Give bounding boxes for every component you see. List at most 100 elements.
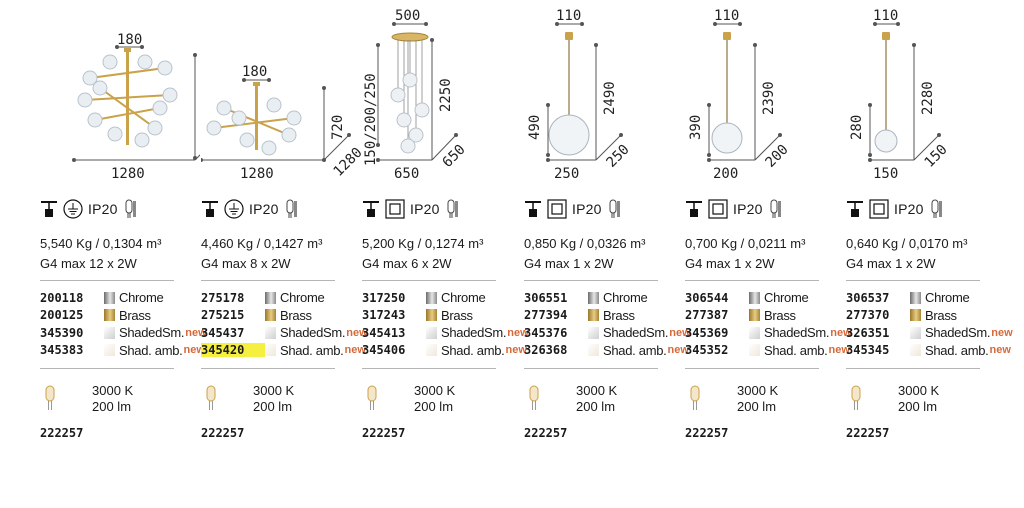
double-insulation-icon	[869, 199, 889, 219]
finish-name: Chrome	[925, 290, 970, 306]
finish-name: Brass	[764, 307, 796, 323]
product-column-2: 180 720 1280 1280 IP20 4,460 Kg / 0,1427…	[201, 0, 368, 508]
weight-volume: 0,850 Kg / 0,0326 m³	[524, 236, 646, 251]
ground-class-icon	[224, 199, 244, 219]
chrome-swatch	[910, 291, 921, 304]
dim-top: 110	[556, 8, 581, 24]
product-code: 326368	[524, 343, 568, 358]
color-temperature: 3000 K	[414, 383, 456, 398]
weight-volume: 0,700 Kg / 0,0211 m³	[685, 236, 806, 251]
finish-name: Brass	[925, 307, 957, 323]
ip-rating: IP20	[249, 201, 279, 217]
product-code: 275215	[201, 308, 245, 323]
variant-row: 345413 ShadedSm. new	[362, 324, 529, 342]
dim-height: 2490	[602, 81, 618, 115]
amber-swatch	[265, 344, 276, 357]
divider	[524, 280, 658, 281]
product-drawing-6: 110 280 2280 150 150	[849, 8, 951, 182]
weight-volume: 4,460 Kg / 0,1427 m³	[201, 236, 323, 251]
product-code: 275178	[201, 290, 245, 305]
finish-name: Shad. amb.	[441, 342, 505, 358]
ip-rating: IP20	[894, 201, 924, 217]
variant-row: 345420 Shad. amb. new	[201, 342, 368, 360]
bulb-code: 222257	[362, 426, 406, 440]
divider	[40, 368, 174, 369]
new-badge: new	[667, 344, 689, 357]
divider	[685, 368, 819, 369]
product-code: 345352	[685, 343, 729, 358]
g4-bulb-icon	[206, 385, 216, 410]
lamp-spec: 3000 K 200 lm	[414, 383, 455, 415]
divider	[201, 368, 335, 369]
dim-height: 2280	[920, 81, 936, 115]
variant-row: 345369 ShadedSm. new	[685, 324, 852, 342]
bulb-included-icon	[447, 199, 458, 218]
amber-swatch	[749, 344, 760, 357]
dim-width: 1280	[240, 166, 274, 182]
bulb-code: 222257	[846, 426, 890, 440]
dim-side: 390	[688, 115, 704, 140]
divider	[524, 368, 658, 369]
dim-height: 2390	[761, 81, 777, 115]
variant-row: 345437 ShadedSm. new	[201, 324, 368, 342]
product-code: 277394	[524, 308, 568, 323]
product-code: 345376	[524, 325, 568, 340]
bulb-included-icon	[125, 199, 136, 218]
double-insulation-icon	[385, 199, 405, 219]
finish-name: ShadedSm.	[603, 325, 669, 341]
ceiling-mount-icon	[363, 201, 379, 217]
color-temperature: 3000 K	[576, 383, 618, 398]
chrome-swatch	[426, 291, 437, 304]
g4-bulb-icon	[45, 385, 55, 410]
finish-name: ShadedSm.	[925, 325, 991, 341]
dim-top: 110	[873, 8, 898, 24]
color-temperature: 3000 K	[737, 383, 779, 398]
certification-icons: IP20	[524, 196, 621, 222]
variant-row: 345383 Shad. amb. new	[40, 342, 207, 360]
product-code: 345383	[40, 343, 84, 358]
lumen-output: 200 lm	[253, 399, 293, 414]
finish-name: Shad. amb.	[925, 342, 989, 358]
ceiling-mount-icon	[686, 201, 702, 217]
variant-row: 277394 Brass	[524, 307, 691, 325]
divider	[362, 368, 496, 369]
amber-swatch	[104, 344, 115, 357]
bulb-included-icon	[286, 199, 297, 218]
chrome-swatch	[265, 291, 276, 304]
ceiling-mount-icon	[202, 201, 218, 217]
product-code: 277387	[685, 308, 729, 323]
bulb-spec: G4 max 6 x 2W	[362, 256, 452, 271]
lamp-spec: 3000 K 200 lm	[898, 383, 939, 415]
new-badge: new	[669, 326, 691, 339]
divider	[685, 280, 819, 281]
lumen-output: 200 lm	[898, 399, 938, 414]
color-temperature: 3000 K	[92, 383, 134, 398]
divider	[846, 280, 980, 281]
product-drawing-4: 110 490 2490 250 250	[527, 8, 633, 182]
new-badge: new	[346, 326, 368, 339]
ceiling-mount-icon	[41, 201, 57, 217]
bulb-code: 222257	[685, 426, 729, 440]
bulb-spec: G4 max 1 x 2W	[846, 256, 936, 271]
product-column-3: 500 2250 150/200/250 650 650 IP20 5,200 …	[362, 0, 529, 508]
variant-row: 326368 Shad. amb. new	[524, 342, 691, 360]
amber-swatch	[588, 344, 599, 357]
dim-depth: 200	[763, 142, 792, 171]
dim-depth: 1280	[331, 145, 361, 180]
g4-bulb-icon	[851, 385, 861, 410]
lumen-output: 200 lm	[92, 399, 132, 414]
spec-block: 5,540 Kg / 0,1304 m³ G4 max 12 x 2W	[40, 234, 161, 274]
dim-depth: 250	[604, 142, 633, 171]
variant-list: 306537 Chrome 277370 Brass 326351 ShadedSm.…	[846, 289, 1013, 359]
new-badge: new	[344, 344, 366, 357]
product-code: 200125	[40, 308, 84, 323]
bulb-included-icon	[931, 199, 942, 218]
dim-depth: 650	[440, 142, 469, 171]
variant-row: 200118 Chrome	[40, 289, 207, 307]
product-column-4: 110 490 2490 250 250 IP20 0,850 Kg / 0,0…	[524, 0, 691, 508]
spec-block: 0,700 Kg / 0,0211 m³ G4 max 1 x 2W	[685, 234, 805, 274]
finish-name: Brass	[280, 307, 312, 323]
variant-list: 275178 Chrome 275215 Brass 345437 ShadedSm.…	[201, 289, 368, 359]
variant-row: 345390 ShadedSm. new	[40, 324, 207, 342]
product-code: 345413	[362, 325, 406, 340]
